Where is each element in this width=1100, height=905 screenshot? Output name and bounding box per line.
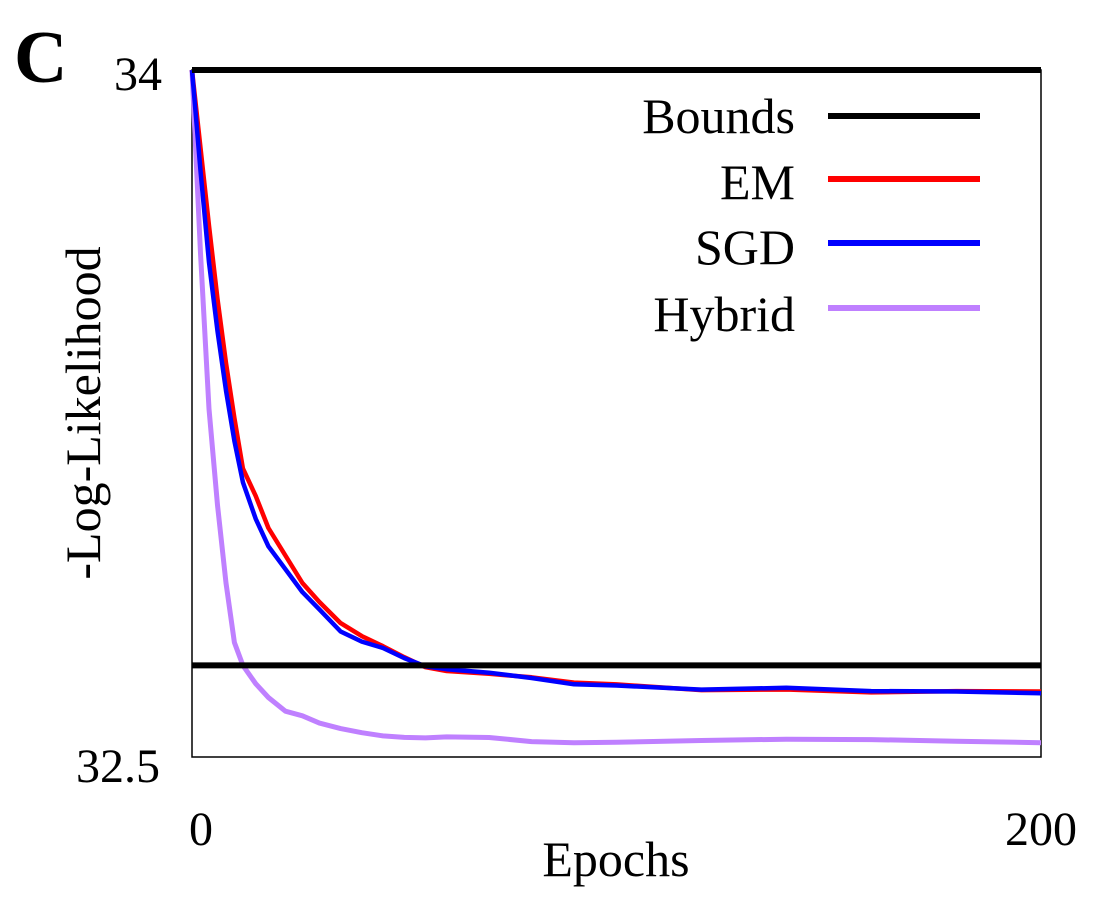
y-tick-label-max: 34 (114, 48, 162, 101)
series-layer (189, 67, 1042, 746)
x-tick-label-max: 200 (1005, 803, 1077, 856)
legend-item-em: EM (720, 154, 980, 210)
plot-frame (191, 69, 1042, 758)
legend-item-sgd: SGD (695, 219, 980, 275)
legend-label-sgd: SGD (695, 219, 795, 275)
panel-label: C (14, 17, 67, 99)
series-line-em (189, 69, 1042, 695)
y-axis-label: -Log-Likelihood (55, 246, 111, 579)
series-line-hybrid (189, 69, 1042, 746)
x-tick-label-min: 0 (189, 803, 213, 856)
legend-item-bounds: Bounds (642, 88, 980, 144)
y-tick-label-min: 32.5 (76, 740, 160, 793)
legend: Bounds EM SGD Hybrid (642, 88, 980, 342)
legend-item-hybrid: Hybrid (653, 286, 980, 342)
legend-label-bounds: Bounds (642, 88, 795, 144)
legend-label-em: EM (720, 154, 795, 210)
legend-label-hybrid: Hybrid (653, 286, 795, 342)
x-axis-label: Epochs (542, 831, 689, 887)
series-line-sgd (189, 69, 1042, 696)
